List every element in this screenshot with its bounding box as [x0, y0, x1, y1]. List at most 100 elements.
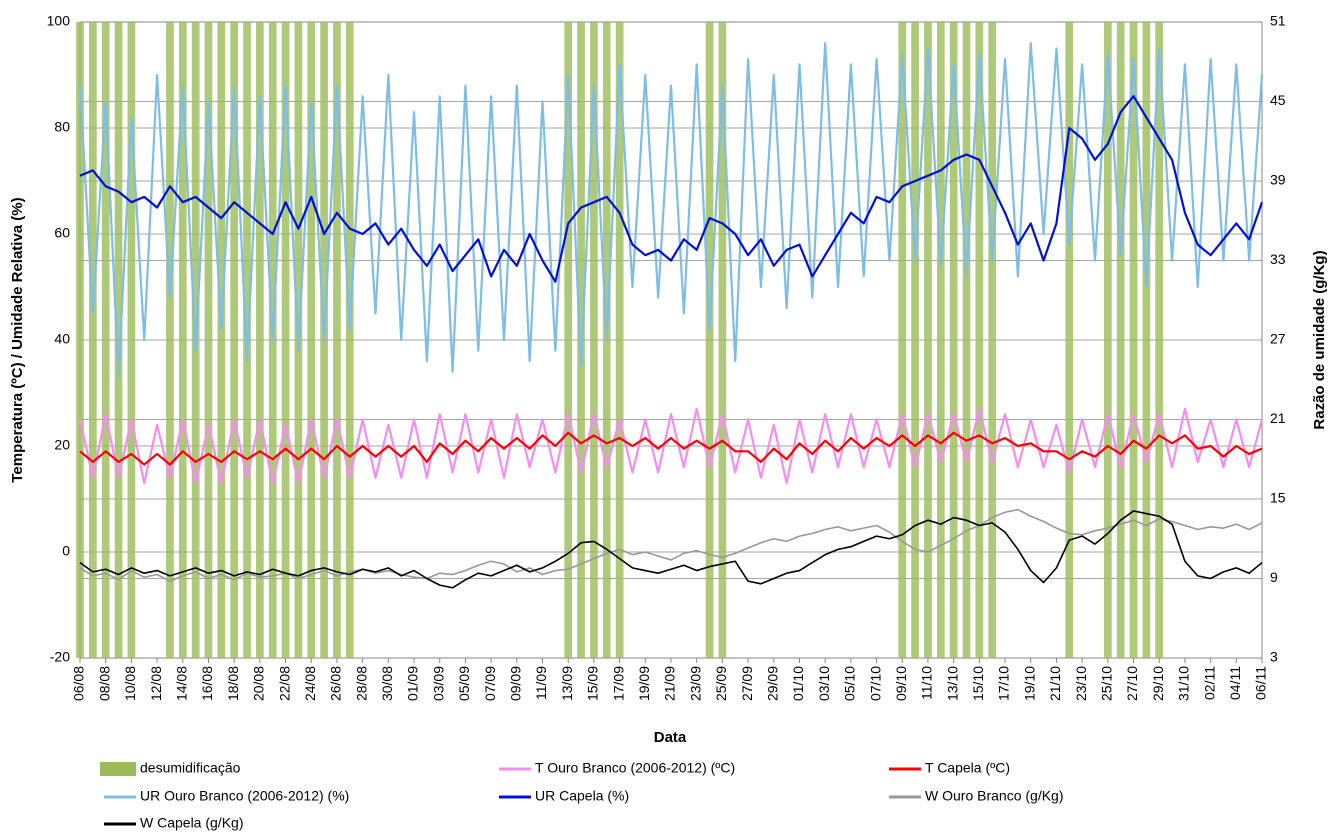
- x-tick-label: 17/10: [996, 666, 1012, 701]
- legend-label: T Capela (ºC): [925, 760, 1010, 776]
- y-axis-title: Temperatura (ºC) / Umidade Relativa (%): [9, 197, 26, 482]
- x-tick-label: 11/09: [533, 666, 549, 700]
- x-tick-label: 30/08: [379, 666, 395, 701]
- dehumid-bar: [281, 22, 290, 658]
- x-tick-label: 06/11: [1253, 666, 1269, 700]
- x-tick-label: 04/11: [1227, 666, 1243, 700]
- dehumid-bar: [590, 22, 598, 658]
- x-tick-label: 29/09: [764, 666, 780, 701]
- y2-tick-label: 45: [1270, 92, 1286, 108]
- x-tick-label: 22/08: [276, 666, 292, 701]
- x-tick-label: 13/09: [559, 666, 575, 701]
- dehumid-bar: [615, 22, 624, 658]
- dehumid-bar: [564, 22, 573, 658]
- x-tick-label: 19/09: [636, 666, 652, 701]
- dehumid-bar: [230, 22, 239, 658]
- series-line: [79, 508, 1263, 582]
- dehumid-bar: [911, 22, 919, 658]
- legend-label: T Ouro Branco (2006-2012) (ºC): [535, 760, 735, 776]
- y2-axis-title: Razão de umidade (g/Kg): [1311, 250, 1328, 429]
- x-tick-label: 01/09: [405, 666, 421, 701]
- dehumid-bar: [1103, 22, 1112, 658]
- x-tick-label: 06/08: [71, 666, 87, 701]
- dehumid-bar: [166, 22, 174, 658]
- x-tick-label: 28/08: [353, 666, 369, 701]
- y-tick-label: 80: [54, 119, 70, 135]
- dehumid-bar: [936, 22, 945, 658]
- x-tick-label: 08/08: [96, 666, 112, 701]
- dehumid-bar: [345, 22, 354, 658]
- series-line: [79, 510, 1263, 589]
- x-tick-label: 03/10: [816, 666, 832, 701]
- x-tick-label: 13/10: [944, 666, 960, 701]
- x-tick-label: 21/09: [662, 666, 678, 701]
- x-tick-label: 11/10: [919, 666, 935, 700]
- x-tick-label: 12/08: [148, 666, 164, 701]
- y2-tick-label: 9: [1270, 569, 1278, 585]
- x-tick-label: 23/09: [687, 666, 703, 701]
- y-tick-label: 40: [54, 331, 70, 347]
- dehumid-bar: [718, 22, 727, 658]
- x-tick-label: 05/10: [842, 666, 858, 701]
- x-tick-label: 02/11: [1201, 666, 1217, 700]
- dehumid-bar: [705, 22, 714, 658]
- dehumid-bar: [333, 22, 341, 658]
- x-tick-label: 18/08: [225, 666, 241, 701]
- x-tick-label: 15/10: [970, 666, 986, 701]
- x-tick-label: 09/09: [508, 666, 524, 701]
- dehumid-bar: [256, 22, 264, 658]
- dehumid-bar: [101, 22, 110, 658]
- y-tick-label: 100: [47, 13, 71, 29]
- x-tick-label: 25/10: [1099, 666, 1115, 701]
- x-tick-label: 27/10: [1124, 666, 1140, 701]
- x-tick-label: 16/08: [199, 666, 215, 701]
- x-tick-label: 15/09: [585, 666, 601, 701]
- dehumid-bar: [307, 22, 316, 658]
- x-tick-label: 20/08: [251, 666, 267, 701]
- x-tick-label: 01/10: [790, 666, 806, 701]
- dehumid-bar: [1142, 22, 1151, 658]
- dehumid-bar: [949, 22, 958, 658]
- dehumid-bar: [577, 22, 585, 658]
- dehumid-bar: [924, 22, 932, 658]
- y2-tick-label: 15: [1270, 490, 1286, 506]
- legend-label: W Capela (g/Kg): [140, 815, 243, 831]
- x-tick-label: 25/09: [713, 666, 729, 701]
- series-line: [79, 95, 1264, 283]
- x-tick-label: 21/10: [1047, 666, 1063, 701]
- y2-tick-label: 27: [1270, 331, 1286, 347]
- dehumid-bar: [898, 22, 907, 658]
- dehumid-bar: [178, 22, 187, 658]
- x-tick-label: 27/09: [739, 666, 755, 701]
- dehumid-bar: [76, 22, 84, 658]
- x-tick-label: 05/09: [456, 666, 472, 701]
- dehumid-bar: [114, 22, 123, 658]
- dehumid-bar: [127, 22, 136, 658]
- dehumid-bar: [988, 22, 997, 658]
- dehumid-bar: [962, 22, 971, 658]
- series-line: [79, 431, 1263, 466]
- x-tick-label: 23/10: [1073, 666, 1089, 701]
- x-tick-label: 03/09: [430, 666, 446, 701]
- y2-tick-label: 33: [1270, 251, 1286, 267]
- dehumid-bar: [1129, 22, 1138, 658]
- legend-label: desumidificação: [140, 760, 241, 776]
- dehumid-bar: [1065, 22, 1074, 658]
- x-tick-label: 17/09: [610, 666, 626, 701]
- y-tick-label: -20: [50, 649, 70, 665]
- legend-label: W Ouro Branco (g/Kg): [925, 788, 1064, 804]
- x-tick-label: 29/10: [1150, 666, 1166, 701]
- series-line: [78, 42, 1264, 379]
- dehumid-bar: [1155, 22, 1164, 658]
- dehumid-bar: [1116, 22, 1125, 658]
- dehumid-bar: [204, 22, 213, 658]
- x-tick-label: 31/10: [1176, 666, 1192, 701]
- x-tick-label: 26/08: [328, 666, 344, 701]
- x-tick-label: 24/08: [302, 666, 318, 701]
- y2-tick-label: 21: [1270, 410, 1286, 426]
- legend-label: UR Ouro Branco (2006-2012) (%): [140, 788, 349, 804]
- dehumid-bar: [975, 22, 984, 658]
- x-tick-label: 10/08: [122, 666, 138, 701]
- x-tick-label: 14/08: [173, 666, 189, 701]
